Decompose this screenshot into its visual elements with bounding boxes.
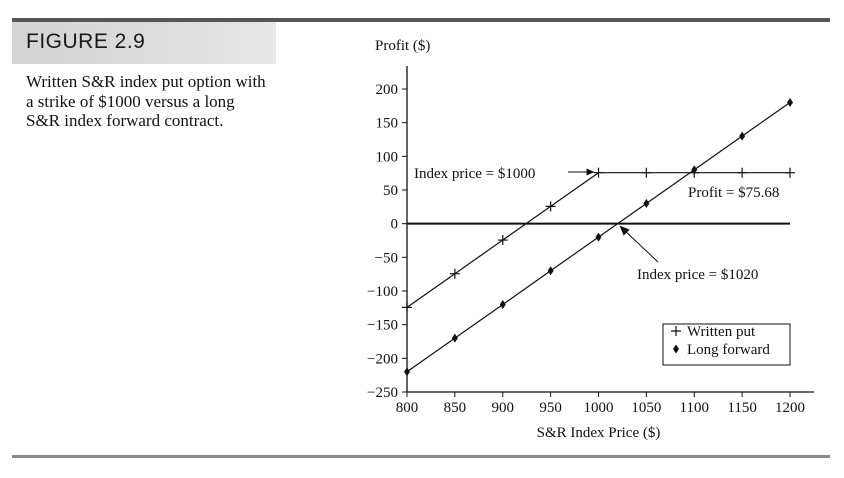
y-tick-label: 150	[376, 116, 399, 132]
y-tick-label: 0	[391, 217, 399, 233]
legend-label: Long forward	[687, 342, 770, 358]
legend-diamond-icon	[673, 344, 679, 354]
x-tick-label: 1000	[584, 400, 614, 416]
arrowhead-icon	[619, 225, 630, 236]
annotation-profit: Profit = $75.68	[688, 185, 779, 201]
legend-label: Written put	[687, 324, 756, 340]
legend-plus-icon	[671, 326, 681, 336]
x-tick-label: 800	[396, 400, 419, 416]
arrowhead-icon	[586, 168, 595, 176]
figure-label-tab	[12, 22, 276, 64]
x-tick-label: 1050	[631, 400, 661, 416]
y-tick-label: −50	[375, 250, 398, 266]
x-tick-label: 1100	[680, 400, 709, 416]
written-put-point	[593, 167, 604, 178]
long-forward-point	[787, 97, 793, 107]
annotation-arrow-1020	[622, 228, 659, 263]
y-tick-label: 100	[376, 149, 399, 165]
written-put-point	[641, 167, 652, 178]
long-forward-point	[451, 333, 458, 343]
long-forward-point	[404, 367, 410, 377]
legend-box	[662, 323, 791, 366]
top-rule	[12, 18, 830, 22]
y-tick-label: 50	[383, 183, 398, 199]
x-axis-title: S&R Index Price ($)	[537, 425, 661, 441]
y-tick-label: −200	[367, 351, 398, 367]
y-axis-title: Profit ($)	[375, 38, 430, 54]
written-put-point	[737, 167, 748, 178]
y-tick-label: −100	[367, 284, 398, 300]
annotation-index-1020: Index price = $1020	[637, 267, 758, 283]
long-forward-point	[691, 165, 698, 175]
figure-caption: Written S&R index put option with a stri…	[26, 72, 266, 130]
written-put-point	[785, 167, 795, 178]
figure-label: FIGURE 2.9	[26, 30, 146, 53]
bottom-rule	[12, 455, 830, 458]
written-put-point	[497, 235, 508, 246]
x-tick-label: 1150	[727, 400, 756, 416]
written-put-point	[402, 302, 412, 313]
y-tick-label: 200	[376, 82, 399, 98]
written-put-point	[449, 268, 460, 279]
y-tick-label: −150	[367, 318, 398, 334]
long-forward-point	[499, 299, 506, 309]
written-put-point	[545, 201, 556, 212]
x-tick-label: 850	[444, 400, 467, 416]
long-forward-point	[739, 131, 746, 141]
long-forward-point	[547, 266, 554, 276]
long-forward-point	[643, 198, 650, 208]
y-tick-label: −250	[367, 385, 398, 401]
x-tick-label: 950	[539, 400, 562, 416]
long-forward-point	[595, 232, 602, 242]
annotation-index-1000: Index price = $1000	[414, 166, 535, 182]
x-tick-label: 900	[492, 400, 515, 416]
x-tick-label: 1200	[775, 400, 805, 416]
